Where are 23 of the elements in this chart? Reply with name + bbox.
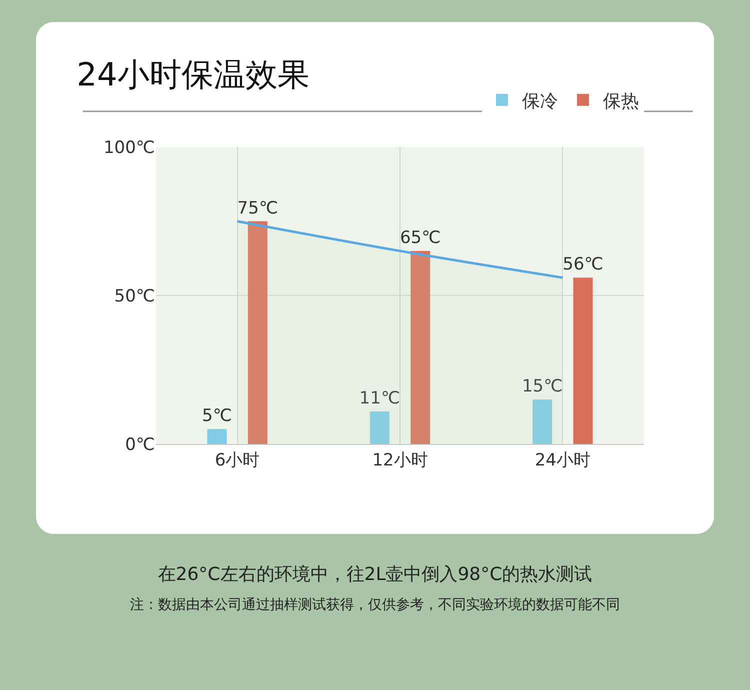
data-label: 11℃ [359, 388, 400, 408]
y-tick-label: 0℃ [125, 434, 155, 455]
x-tick-label: 24小时 [534, 450, 590, 470]
legend-label: 保冷 [522, 90, 558, 112]
bar [248, 221, 268, 444]
x-tick-label: 6小时 [214, 450, 260, 470]
bar [370, 411, 390, 444]
data-label: 65℃ [400, 228, 441, 248]
data-label: 56℃ [562, 254, 604, 275]
data-label: 5℃ [202, 406, 232, 426]
data-label: 75℃ [237, 198, 278, 218]
text: 注：数据由本公司通过抽样测试获得，仅供参考，不同实验环境的数据可能不同 [129, 596, 621, 614]
x-tick-label: 12小时 [372, 450, 428, 470]
chart-title: 24小时保温效果 [76, 55, 310, 94]
bar [532, 399, 552, 444]
bar [207, 429, 227, 444]
legend-label: 保热 [603, 90, 639, 112]
y-tick-label: 100℃ [103, 138, 155, 158]
bar [410, 250, 430, 444]
text: 在26°C左右的环境中，往2L壶中倒入98°C的热水测试 [156, 563, 594, 586]
y-tick-label: 50℃ [114, 286, 155, 306]
data-label: 15℃ [522, 376, 563, 396]
bar [573, 278, 593, 444]
